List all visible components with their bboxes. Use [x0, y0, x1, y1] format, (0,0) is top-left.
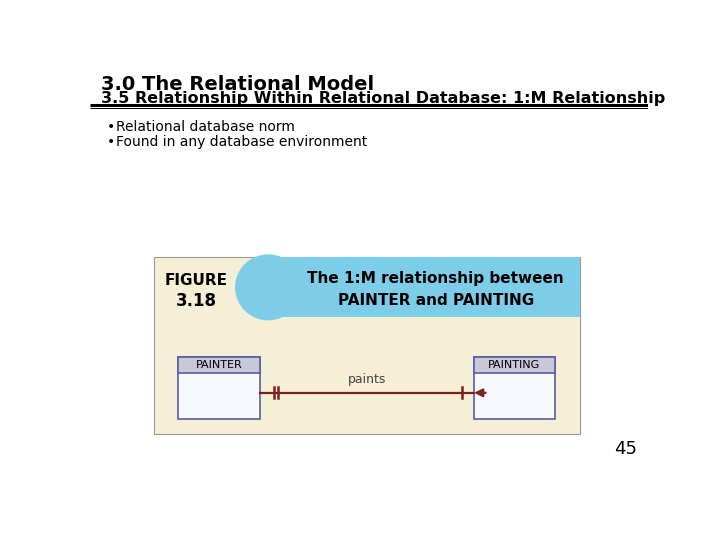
FancyBboxPatch shape: [179, 357, 260, 373]
Text: Relational database norm: Relational database norm: [117, 120, 295, 134]
Text: 45: 45: [614, 440, 637, 457]
Text: PAINTING: PAINTING: [488, 360, 541, 370]
Circle shape: [235, 254, 302, 320]
FancyBboxPatch shape: [179, 357, 260, 419]
FancyBboxPatch shape: [474, 357, 555, 373]
Text: The 1:M relationship between: The 1:M relationship between: [307, 271, 564, 286]
FancyBboxPatch shape: [269, 257, 580, 318]
Text: FIGURE: FIGURE: [165, 273, 228, 288]
Text: PAINTER and PAINTING: PAINTER and PAINTING: [338, 293, 534, 308]
Text: PAINTER: PAINTER: [196, 360, 243, 370]
Text: Found in any database environment: Found in any database environment: [117, 135, 368, 149]
Text: 3.5 Relationship Within Relational Database: 1:M Relationship: 3.5 Relationship Within Relational Datab…: [101, 91, 665, 106]
FancyBboxPatch shape: [474, 357, 555, 419]
FancyBboxPatch shape: [153, 257, 580, 434]
Text: 3.18: 3.18: [176, 292, 217, 309]
Text: paints: paints: [348, 373, 386, 386]
Text: •: •: [107, 135, 115, 149]
Text: •: •: [107, 120, 115, 134]
Text: 3.0 The Relational Model: 3.0 The Relational Model: [101, 75, 374, 94]
